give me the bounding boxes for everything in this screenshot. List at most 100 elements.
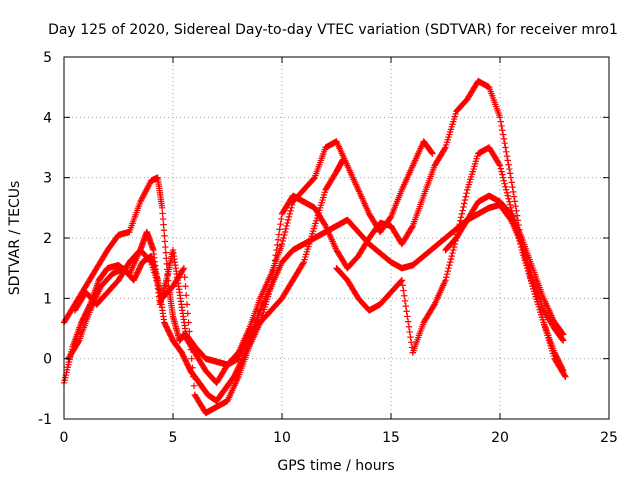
data-point-fill (272, 252, 279, 259)
axis-ticks: 0 5 10 15 20 25 -1 0 1 2 3 4 5 (38, 50, 618, 446)
data-point-fill (508, 179, 515, 186)
y-tick-label: 0 (43, 352, 52, 368)
data-point (507, 174, 515, 181)
data-point-fill (161, 232, 168, 240)
data-point-fill (506, 198, 513, 205)
x-tick-label: 0 (60, 430, 69, 446)
series-track-3 (65, 201, 567, 405)
data-point-fill (450, 246, 457, 254)
data-point-fill (186, 337, 194, 344)
y-tick-label: -1 (38, 412, 52, 428)
data-point-fill (181, 274, 188, 281)
data-point-fill (503, 148, 510, 156)
data-point-fill (281, 228, 289, 236)
data-point-fill (559, 336, 566, 343)
data-point-fill (499, 127, 506, 134)
data-point-fill (273, 246, 280, 254)
x-tick-label: 25 (600, 430, 618, 446)
data-point-fill (284, 219, 291, 227)
chart-title: Day 125 of 2020, Sidereal Day-to-day VTE… (48, 22, 618, 38)
data-point-fill (274, 236, 282, 243)
data-point-fill (511, 198, 518, 205)
data-point-fill (461, 196, 469, 204)
data-point-fill (404, 318, 412, 325)
data-point-fill (162, 243, 169, 251)
data-point (560, 367, 567, 374)
y-tick-label: 2 (43, 231, 52, 247)
data-point-fill (274, 241, 281, 249)
data-point-fill (499, 174, 507, 181)
data-point-fill (503, 152, 511, 160)
data-point-fill (182, 283, 189, 290)
data-marks (60, 77, 569, 417)
data-point-fill (505, 195, 512, 202)
data-point-fill (287, 207, 294, 215)
data-point-fill (443, 274, 450, 281)
data-point-fill (407, 333, 414, 341)
data-point-fill (408, 224, 416, 231)
data-point (278, 240, 286, 248)
data-point-fill (163, 260, 170, 268)
data-point (442, 277, 449, 284)
data-point-fill (408, 339, 415, 346)
data-point-fill (457, 214, 465, 221)
data-point-fill (441, 145, 448, 152)
data-point (398, 277, 406, 284)
data-point-fill (503, 186, 510, 193)
data-point-fill (561, 372, 568, 379)
data-point-fill (270, 267, 277, 274)
data-point-fill (160, 227, 168, 234)
data-point-fill (456, 221, 463, 228)
series-track-2 (60, 138, 436, 386)
data-point (158, 204, 166, 212)
data-point-fill (75, 338, 82, 346)
data-point-fill (184, 310, 191, 317)
data-point-fill (458, 210, 466, 218)
y-tick-label: 4 (43, 110, 52, 126)
data-point-fill (504, 157, 511, 164)
data-point-fill (506, 201, 514, 209)
data-point-fill (280, 234, 287, 242)
data-point-fill (188, 355, 195, 362)
data-point-fill (559, 330, 566, 337)
data-point-fill (401, 292, 408, 299)
data-point-fill (445, 264, 452, 272)
data-point-fill (498, 168, 505, 175)
data-point-fill (187, 346, 195, 353)
data-point-fill (190, 373, 197, 380)
data-point-fill (510, 188, 517, 196)
y-tick-label: 3 (43, 171, 52, 187)
data-point-fill (500, 177, 508, 184)
data-point-fill (275, 231, 283, 238)
data-point-fill (406, 328, 413, 336)
data-point-fill (282, 225, 290, 233)
data-point-fill (183, 301, 191, 308)
data-point-fill (502, 144, 509, 151)
data-point-fill (285, 213, 293, 221)
data-point-fill (500, 135, 508, 143)
data-point-fill (559, 366, 566, 373)
data-point-fill (512, 202, 519, 210)
data-point-fill (496, 161, 503, 168)
data-point-fill (161, 238, 169, 245)
data-point-fill (279, 237, 286, 245)
data-point-fill (459, 207, 466, 214)
data-point-fill (504, 192, 511, 199)
data-point (560, 337, 567, 344)
data-point (562, 373, 569, 380)
data-point-fill (446, 261, 453, 269)
x-tick-label: 20 (491, 430, 509, 446)
data-point-fill (509, 183, 516, 191)
data-point-fill (505, 161, 512, 168)
y-tick-label: 1 (43, 291, 52, 307)
data-point-fill (190, 382, 198, 390)
data-point-fill (288, 204, 295, 212)
data-point (429, 150, 436, 157)
data-point-fill (462, 193, 469, 200)
data-point-fill (402, 302, 409, 310)
data-point-fill (499, 171, 506, 178)
data-point-fill (503, 189, 511, 196)
data-point-fill (399, 282, 406, 289)
data-point (496, 162, 504, 169)
data-point-fill (448, 252, 455, 260)
